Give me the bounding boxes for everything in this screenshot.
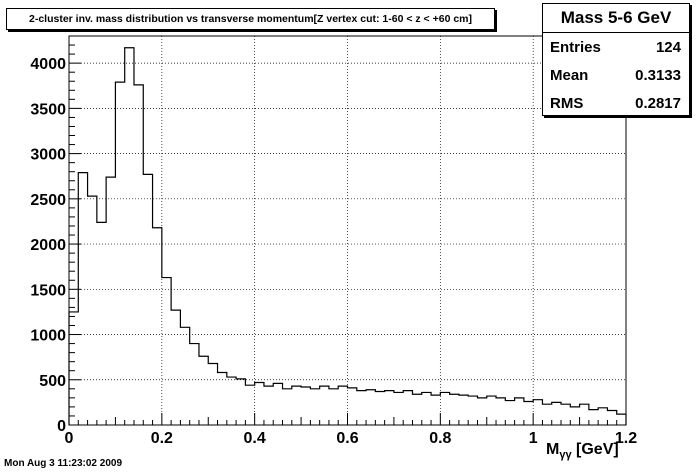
histogram-bin: [106, 177, 115, 425]
histogram-bin: [505, 401, 514, 425]
histogram-bin: [450, 394, 459, 425]
histogram-bin: [348, 388, 357, 425]
histogram-bin: [273, 383, 282, 425]
histogram-bin: [607, 411, 616, 425]
histogram-bin: [143, 174, 152, 425]
histogram-bin: [422, 392, 431, 425]
histogram-bin: [134, 85, 143, 425]
histogram-bin: [617, 414, 626, 425]
x-tick-label: 0: [65, 430, 74, 447]
histogram-bin: [292, 386, 301, 425]
y-tick-label: 2000: [30, 237, 66, 254]
histogram-bin: [496, 398, 505, 425]
histogram-bin: [431, 395, 440, 425]
stats-value: 124: [655, 38, 681, 56]
histogram-bin: [78, 173, 87, 425]
stats-value: 0.3133: [635, 66, 681, 84]
histogram-bin: [589, 410, 598, 425]
stats-row-mean: Mean 0.3133: [543, 61, 689, 89]
y-tick-label: 1500: [30, 282, 66, 299]
histogram-outline: [68, 47, 627, 425]
histogram-bin: [375, 392, 384, 425]
axis-layer: 0 0.2 0.4 0.6 0.8 1 1.2 0 500 1000 1500 2000 2500 300…: [30, 35, 637, 447]
histogram-bin: [162, 278, 171, 425]
histogram-bin: [88, 196, 97, 425]
histogram-bin: [208, 363, 217, 425]
histogram-bin: [477, 398, 486, 425]
histogram-bin: [283, 389, 292, 425]
histogram-bin: [245, 385, 254, 425]
x-tick-label: 0.8: [429, 430, 451, 447]
x-tick-label: 0.2: [151, 430, 173, 447]
x-axis-label-sub: γγ: [559, 449, 572, 462]
histogram-bin: [153, 228, 162, 425]
y-tick-label: 0: [57, 418, 66, 435]
histogram-bin: [264, 386, 273, 425]
histogram-bin: [580, 404, 589, 425]
histogram-bin: [412, 394, 421, 425]
stats-box: Mass 5-6 GeV Entries 124 Mean 0.3133 RMS…: [542, 3, 690, 116]
histogram-bin: [218, 373, 227, 425]
histogram-bin: [227, 377, 236, 425]
x-tick-label: 0.4: [244, 430, 266, 447]
stats-label: RMS: [550, 94, 584, 112]
stats-row-entries: Entries 124: [543, 33, 689, 61]
y-tick-label: 2500: [30, 192, 66, 209]
histogram-bin: [524, 401, 533, 425]
stats-value: 0.2817: [635, 94, 681, 112]
histogram-bin: [171, 310, 180, 425]
stats-label: Entries: [550, 38, 601, 56]
x-axis-label: Mγγ [GeV]: [546, 441, 619, 461]
x-tick-label: 0.6: [336, 430, 358, 447]
histogram-bin: [115, 82, 124, 425]
y-tick-label: 3500: [30, 101, 66, 118]
y-tick-label: 4000: [30, 56, 66, 73]
x-axis-label-main: M: [546, 441, 560, 458]
histogram-bin: [310, 389, 319, 425]
histogram-bin: [542, 404, 551, 425]
plot-title: 2-cluster inv. mass distribution vs tran…: [6, 8, 495, 30]
y-tick-label: 1000: [30, 328, 66, 345]
histogram-bin: [301, 387, 310, 425]
plot-title-text: 2-cluster inv. mass distribution vs tran…: [28, 13, 472, 25]
histogram-bin: [338, 386, 347, 425]
histogram-bin: [515, 398, 524, 425]
histogram-bin: [190, 344, 199, 425]
histogram-bin: [552, 402, 561, 425]
histogram-bin: [125, 48, 134, 425]
histogram-bin: [97, 222, 106, 425]
histogram-bin: [570, 407, 579, 425]
histogram-bin: [320, 386, 329, 425]
histogram-bin: [255, 382, 264, 425]
histogram-bin: [366, 390, 375, 425]
y-tick-label: 500: [39, 373, 66, 390]
histogram-bin: [561, 404, 570, 425]
histogram-bin: [329, 389, 338, 425]
histogram-bin: [468, 396, 477, 425]
x-tick-label: 1.2: [615, 430, 637, 447]
x-tick-label: 1: [529, 430, 538, 447]
histogram-bin: [357, 391, 366, 425]
stats-row-rms: RMS 0.2817: [543, 89, 689, 117]
histogram-bin: [533, 400, 542, 425]
stats-title: Mass 5-6 GeV: [543, 4, 689, 33]
timestamp: Mon Aug 3 11:23:02 2009: [4, 458, 123, 469]
histogram-bin: [459, 395, 468, 425]
histogram-bin: [403, 391, 412, 425]
histogram-bin: [199, 356, 208, 425]
histogram-bin: [180, 327, 189, 425]
histogram-bin: [385, 391, 394, 425]
histogram-bin: [69, 312, 78, 425]
histogram-bin: [394, 392, 403, 425]
x-axis-label-unit: [GeV]: [571, 441, 619, 458]
y-tick-label: 3000: [30, 147, 66, 164]
histogram-bin: [440, 392, 449, 425]
histogram-bin: [236, 379, 245, 425]
histogram-layer: [68, 47, 627, 425]
histogram-bin: [487, 396, 496, 425]
histogram-bin: [598, 408, 607, 425]
stats-label: Mean: [550, 66, 589, 84]
